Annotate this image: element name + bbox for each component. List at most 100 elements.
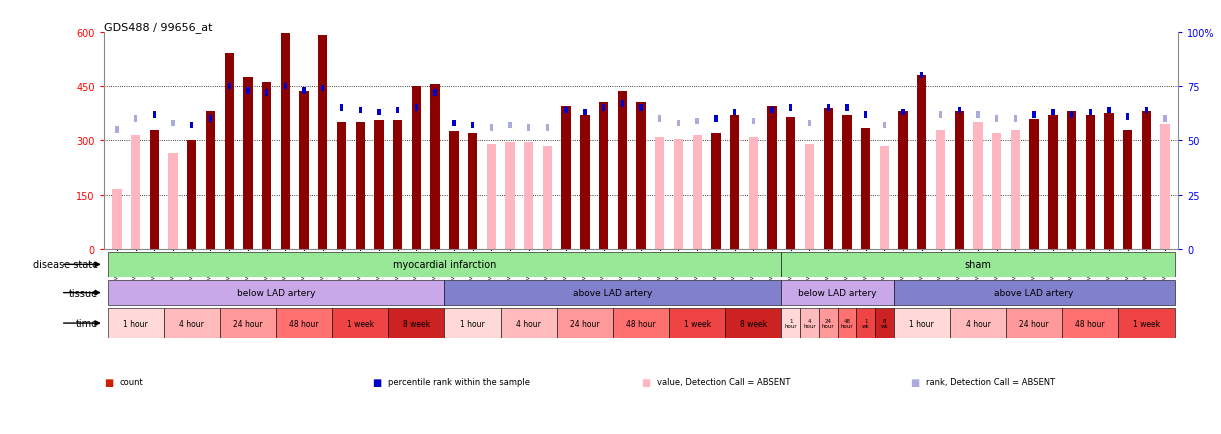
- Bar: [636, 103, 646, 250]
- Bar: [557, 309, 613, 338]
- Bar: [337, 123, 347, 250]
- Bar: [1126, 114, 1129, 120]
- Bar: [875, 309, 894, 338]
- Bar: [107, 309, 164, 338]
- Bar: [714, 116, 718, 122]
- Bar: [1104, 114, 1114, 250]
- Bar: [1013, 116, 1017, 122]
- Text: sham: sham: [965, 260, 991, 270]
- Bar: [187, 141, 197, 250]
- Bar: [676, 120, 680, 127]
- Bar: [153, 112, 156, 118]
- Bar: [894, 280, 1175, 306]
- Text: 1 hour: 1 hour: [123, 319, 148, 328]
- Bar: [669, 309, 725, 338]
- Bar: [1067, 112, 1076, 250]
- Bar: [1164, 116, 1167, 122]
- Bar: [527, 125, 530, 131]
- Text: 24 hour: 24 hour: [1020, 319, 1049, 328]
- Bar: [730, 116, 739, 250]
- Bar: [319, 36, 327, 250]
- Bar: [842, 116, 851, 250]
- Bar: [752, 118, 755, 125]
- Bar: [299, 92, 309, 250]
- Bar: [991, 134, 1001, 250]
- Text: 1 week: 1 week: [684, 319, 711, 328]
- Bar: [674, 139, 683, 250]
- Text: above LAD artery: above LAD artery: [994, 289, 1073, 297]
- Text: 48
hour: 48 hour: [840, 318, 853, 329]
- Bar: [620, 101, 624, 107]
- Bar: [375, 121, 383, 250]
- Bar: [939, 112, 943, 118]
- Bar: [134, 116, 137, 122]
- Text: time: time: [76, 319, 98, 328]
- Bar: [1160, 125, 1170, 250]
- Bar: [973, 123, 983, 250]
- Bar: [995, 116, 999, 122]
- Bar: [209, 116, 212, 122]
- Bar: [227, 83, 231, 90]
- Bar: [748, 138, 758, 250]
- Bar: [1051, 109, 1055, 116]
- Text: 1 week: 1 week: [347, 319, 374, 328]
- Text: 8
wk: 8 wk: [880, 318, 888, 329]
- Text: 1 hour: 1 hour: [460, 319, 485, 328]
- Bar: [471, 122, 474, 129]
- Text: 4 hour: 4 hour: [516, 319, 541, 328]
- Bar: [415, 105, 418, 112]
- Bar: [692, 135, 702, 250]
- Bar: [303, 88, 305, 94]
- Bar: [767, 107, 777, 250]
- Bar: [800, 309, 819, 338]
- Text: 1 hour: 1 hour: [910, 319, 934, 328]
- Bar: [819, 309, 838, 338]
- Bar: [618, 92, 628, 250]
- Bar: [901, 109, 905, 116]
- Bar: [711, 134, 720, 250]
- Bar: [206, 112, 215, 250]
- Text: 48 hour: 48 hour: [289, 319, 319, 328]
- Text: below LAD artery: below LAD artery: [799, 289, 877, 297]
- Text: count: count: [120, 378, 143, 386]
- Text: above LAD artery: above LAD artery: [573, 289, 653, 297]
- Bar: [508, 122, 512, 129]
- Bar: [225, 54, 234, 250]
- Text: myocardial infarction: myocardial infarction: [393, 260, 496, 270]
- Bar: [243, 78, 253, 250]
- Bar: [411, 87, 421, 250]
- Text: 1
wk: 1 wk: [862, 318, 869, 329]
- Bar: [950, 309, 1006, 338]
- Text: value, Detection Call = ABSENT: value, Detection Call = ABSENT: [657, 378, 790, 386]
- Bar: [444, 309, 501, 338]
- Bar: [654, 138, 664, 250]
- Bar: [543, 146, 552, 250]
- Bar: [1006, 309, 1062, 338]
- Bar: [770, 107, 774, 114]
- Bar: [1118, 309, 1175, 338]
- Bar: [935, 130, 945, 250]
- Bar: [1107, 107, 1111, 114]
- Bar: [564, 107, 568, 114]
- Bar: [845, 105, 849, 112]
- Bar: [321, 85, 325, 92]
- Bar: [602, 105, 606, 112]
- Bar: [332, 309, 388, 338]
- Bar: [781, 280, 894, 306]
- Text: 48 hour: 48 hour: [626, 319, 656, 328]
- Text: below LAD artery: below LAD artery: [237, 289, 315, 297]
- Bar: [781, 252, 1175, 277]
- Bar: [168, 154, 178, 250]
- Bar: [107, 280, 444, 306]
- Text: ■: ■: [372, 377, 382, 387]
- Text: 8 week: 8 week: [403, 319, 430, 328]
- Bar: [789, 105, 792, 112]
- Bar: [283, 83, 287, 90]
- Bar: [921, 72, 923, 79]
- Bar: [524, 143, 534, 250]
- Bar: [505, 143, 515, 250]
- Bar: [150, 130, 159, 250]
- Text: ■: ■: [104, 377, 114, 387]
- Bar: [1070, 112, 1073, 118]
- Text: 24 hour: 24 hour: [233, 319, 263, 328]
